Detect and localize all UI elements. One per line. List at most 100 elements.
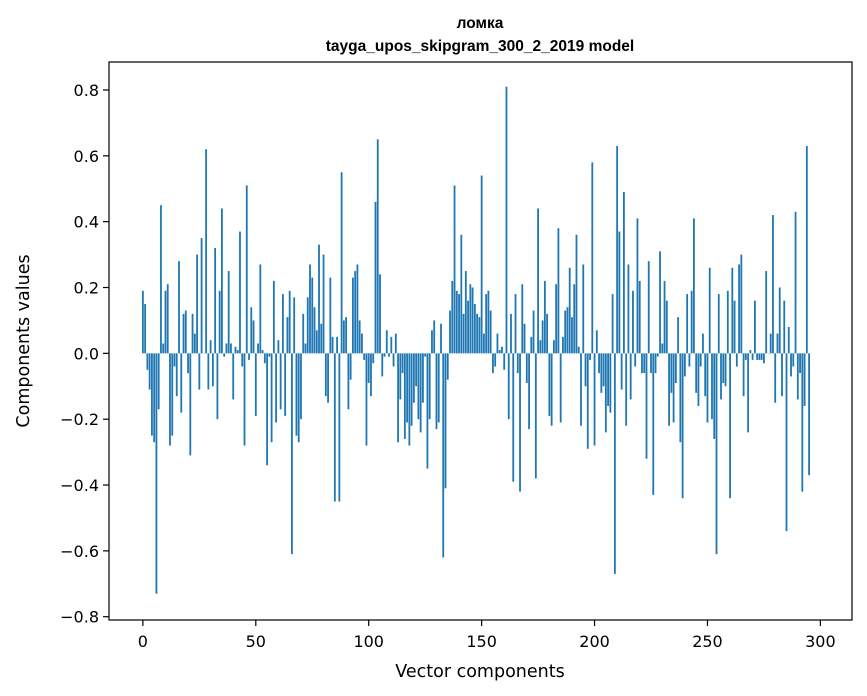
bar-162 bbox=[507, 353, 510, 420]
bar-139 bbox=[455, 290, 458, 354]
bar-130 bbox=[435, 353, 438, 430]
bar-175 bbox=[537, 208, 539, 354]
bar-104 bbox=[376, 139, 379, 354]
bar-91 bbox=[347, 353, 350, 410]
bar-122 bbox=[417, 353, 420, 420]
bar-55 bbox=[266, 353, 268, 466]
bar-136 bbox=[449, 310, 451, 354]
bar-273 bbox=[758, 353, 761, 360]
bar-219 bbox=[636, 218, 639, 354]
bar-87 bbox=[338, 353, 341, 502]
bar-79 bbox=[320, 323, 323, 354]
bar-248 bbox=[702, 333, 704, 354]
bar-6 bbox=[155, 353, 158, 594]
bar-285 bbox=[785, 353, 788, 532]
bar-33 bbox=[216, 353, 219, 420]
bar-16 bbox=[178, 261, 180, 354]
bar-21 bbox=[189, 353, 192, 456]
bar-36 bbox=[223, 353, 226, 357]
bar-268 bbox=[747, 353, 750, 433]
bar-70 bbox=[300, 353, 302, 420]
y-tick-label: 0.0 bbox=[74, 344, 99, 363]
bar-227 bbox=[654, 353, 657, 374]
bar-229 bbox=[659, 251, 661, 354]
bar-62 bbox=[281, 294, 284, 354]
plot-frame bbox=[108, 61, 853, 621]
bar-41 bbox=[234, 346, 237, 354]
bar-294 bbox=[805, 145, 808, 354]
bar-30 bbox=[209, 340, 212, 354]
bar-124 bbox=[422, 353, 424, 403]
bar-123 bbox=[419, 353, 422, 433]
bar-95 bbox=[356, 264, 359, 354]
bar-231 bbox=[663, 280, 666, 354]
bar-147 bbox=[473, 303, 476, 354]
bar-178 bbox=[543, 280, 546, 354]
bar-216 bbox=[629, 353, 632, 400]
bar-28 bbox=[205, 149, 208, 354]
bar-241 bbox=[686, 294, 689, 354]
bar-126 bbox=[426, 353, 429, 469]
bar-263 bbox=[735, 353, 738, 367]
bar-57 bbox=[270, 353, 273, 443]
bar-206 bbox=[607, 353, 609, 407]
bar-194 bbox=[580, 353, 582, 426]
bar-49 bbox=[252, 320, 255, 354]
bar-115 bbox=[401, 353, 404, 374]
bar-284 bbox=[783, 300, 786, 354]
bar-161 bbox=[505, 86, 508, 354]
bar-81 bbox=[324, 353, 327, 397]
x-tick-label: 250 bbox=[692, 632, 723, 651]
bar-278 bbox=[769, 333, 772, 354]
x-axis: 0 50 100 150 200 250 300 bbox=[138, 620, 836, 651]
bar-64 bbox=[286, 317, 289, 354]
bar-164 bbox=[512, 353, 515, 482]
bar-37 bbox=[225, 343, 228, 354]
bar-252 bbox=[711, 353, 713, 420]
bar-80 bbox=[322, 254, 325, 354]
chart-subtitle: tayga_upos_skipgram_300_2_2019 model bbox=[326, 38, 634, 55]
bar-242 bbox=[688, 353, 691, 367]
bar-83 bbox=[329, 277, 332, 354]
bar-190 bbox=[571, 317, 573, 354]
bar-223 bbox=[645, 353, 648, 459]
bar-244 bbox=[693, 218, 695, 354]
bar-47 bbox=[248, 353, 250, 360]
bar-197 bbox=[586, 353, 589, 449]
bar-44 bbox=[241, 353, 244, 367]
bar-209 bbox=[613, 353, 616, 574]
bar-20 bbox=[187, 353, 189, 374]
bar-58 bbox=[272, 280, 275, 354]
bar-150 bbox=[480, 175, 483, 354]
bar-23 bbox=[193, 333, 196, 354]
bar-291 bbox=[799, 353, 801, 374]
bar-271 bbox=[753, 300, 756, 354]
bar-170 bbox=[525, 353, 528, 383]
bar-26 bbox=[200, 238, 203, 354]
bar-19 bbox=[184, 310, 187, 354]
bar-289 bbox=[794, 211, 797, 354]
bar-101 bbox=[370, 353, 372, 397]
bar-52 bbox=[259, 264, 262, 354]
x-tick-label: 200 bbox=[579, 632, 610, 651]
bar-121 bbox=[415, 353, 418, 387]
bar-283 bbox=[781, 353, 783, 397]
bar-157 bbox=[496, 333, 499, 354]
bar-15 bbox=[175, 353, 178, 397]
bar-12 bbox=[169, 353, 171, 446]
bar-262 bbox=[733, 300, 736, 354]
y-tick-label: −0.6 bbox=[60, 542, 99, 561]
bar-225 bbox=[650, 353, 652, 374]
bar-192 bbox=[575, 234, 578, 354]
bar-17 bbox=[180, 353, 183, 413]
bar-280 bbox=[774, 353, 777, 403]
bar-106 bbox=[381, 353, 384, 377]
bar-246 bbox=[697, 353, 700, 407]
bar-177 bbox=[541, 320, 544, 354]
bar-152 bbox=[485, 294, 488, 354]
bar-236 bbox=[674, 353, 677, 383]
bar-183 bbox=[555, 284, 558, 354]
bar-282 bbox=[778, 287, 781, 354]
bar-208 bbox=[611, 294, 614, 354]
bar-97 bbox=[361, 333, 363, 354]
